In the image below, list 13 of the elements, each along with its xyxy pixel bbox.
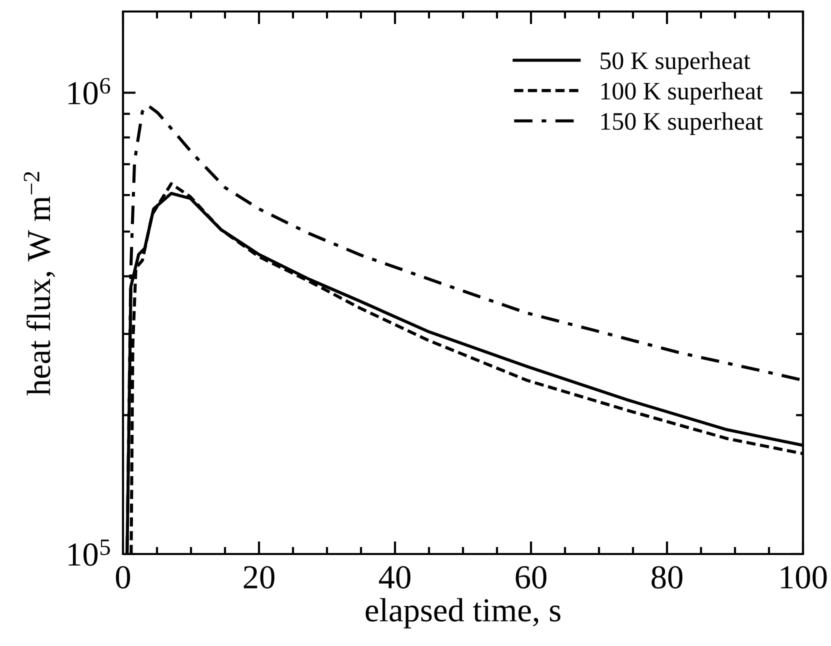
x-axis-title: elapsed time, s bbox=[366, 598, 560, 628]
legend-label: 50 K superheat bbox=[600, 52, 750, 74]
x-tick-label: 40 bbox=[378, 566, 410, 589]
x-tick-label: 20 bbox=[244, 566, 274, 589]
y-tick-label: 10$^{5}$ bbox=[68, 540, 110, 566]
y-axis-title: heat flux, W m$^{−2}$ bbox=[24, 172, 56, 396]
x-tick-label: 60 bbox=[516, 566, 546, 589]
x-tick-label: 0 bbox=[116, 566, 130, 589]
legend-label: 150 K superheat bbox=[601, 112, 763, 135]
x-tick-label: 80 bbox=[652, 566, 682, 589]
y-tick-label: 10$^{6}$ bbox=[68, 78, 110, 104]
x-tick-label: 100 bbox=[780, 566, 827, 589]
legend-label: 100 K superheat bbox=[601, 82, 763, 105]
